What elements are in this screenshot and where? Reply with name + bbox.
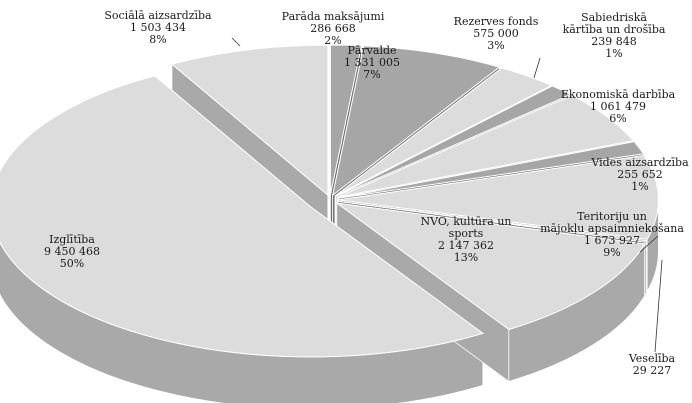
slice-label: Izglītība 9 450 468 50% [44, 233, 100, 270]
slice-label-line: 29 227 [633, 364, 672, 377]
slice-label-line: sports [449, 227, 484, 240]
pie-slice [334, 67, 553, 197]
leader-line [231, 37, 241, 47]
slice-label: Pārvalde 1 331 005 7% [344, 44, 400, 81]
slice-label-line: 575 000 [473, 27, 519, 40]
pie-slice [329, 44, 363, 196]
slice-label-line: 1 331 005 [344, 56, 400, 69]
slice-label-line: 2% [324, 34, 341, 47]
slice-label: Ekonomiskā darbība 1 061 479 6% [561, 88, 676, 125]
slice-label-line: 1 061 479 [590, 100, 646, 113]
slice-label-line: 3% [487, 39, 504, 52]
slice-label-line: Vides aizsardzība [590, 156, 689, 169]
slice-label-line: Pārvalde [347, 44, 396, 57]
slice-outer-wall [645, 239, 648, 296]
slice-label: Sociālā aizsardzība 1 503 434 8% [104, 9, 212, 46]
slice-label: Teritoriju un mājokļu apsaimniekošana 1 67… [540, 210, 684, 259]
slice-label: Parāda maksājumi 286 668 2% [282, 10, 385, 47]
slice-label-line: 1% [631, 180, 648, 193]
slice-label-line: 6% [609, 112, 626, 125]
slice-label-line: 239 848 [591, 35, 637, 48]
slice-label-line: 7% [363, 68, 380, 81]
slice-label: Rezerves fonds 575 000 3% [454, 15, 539, 52]
slice-label-line: Izglītība [49, 233, 95, 246]
slice-label-line: Parāda maksājumi [282, 10, 385, 23]
slice-label-line: 50% [60, 257, 84, 270]
pie-slice [331, 45, 501, 197]
leader-line [639, 235, 659, 253]
leader-line [654, 259, 663, 353]
pie-slice [335, 85, 572, 197]
leader-lines [231, 37, 663, 353]
slice-label-line: Rezerves fonds [454, 15, 539, 28]
slice-labels: Parāda maksājumi 286 668 2%Pārvalde 1 331 0… [44, 9, 689, 377]
slice-label: NVO, kultūra un sports 2 147 362 13% [421, 215, 512, 264]
slice-label-line: 9% [603, 246, 620, 259]
slice-label-line: 1 503 434 [130, 21, 186, 34]
slice-label-line: 255 652 [617, 168, 663, 181]
slice-label: Sabiedriskā kārtība un drošība 239 848 1% [563, 11, 666, 60]
slice-label-line: 9 450 468 [44, 245, 100, 258]
slice-label: Veselība 29 227 [628, 352, 676, 377]
slice-label-line: 286 668 [310, 22, 356, 35]
slice-label-line: 1% [605, 47, 622, 60]
pie-slice [170, 44, 329, 197]
slice-label-line: 8% [149, 33, 166, 46]
pie-slice [0, 75, 484, 358]
slice-label-line: Ekonomiskā darbība [561, 88, 676, 101]
pie-top-faces [0, 44, 659, 358]
slice-label: Vides aizsardzība 255 652 1% [590, 156, 689, 193]
pie-slice [338, 200, 648, 243]
pie-slice [336, 202, 646, 331]
slice-label-line: Sabiedriskā [581, 11, 647, 24]
slice-label-line: 13% [454, 251, 478, 264]
slice-label-line: Teritoriju un [577, 210, 647, 223]
slice-label-line: Sociālā aizsardzība [104, 9, 212, 22]
slice-label-line: mājokļu apsaimniekošana [540, 222, 684, 235]
slice-label-line: 1 673 927 [584, 234, 640, 247]
slice-label-line: NVO, kultūra un [421, 215, 512, 228]
slice-label-line: Veselība [628, 352, 676, 365]
pie-slice [336, 94, 635, 198]
slice-label-line: 2 147 362 [438, 239, 494, 252]
pie-slice [338, 154, 659, 240]
leader-line [533, 57, 541, 79]
pie-slice [337, 141, 645, 199]
slice-label-line: kārtība un drošība [563, 23, 666, 36]
